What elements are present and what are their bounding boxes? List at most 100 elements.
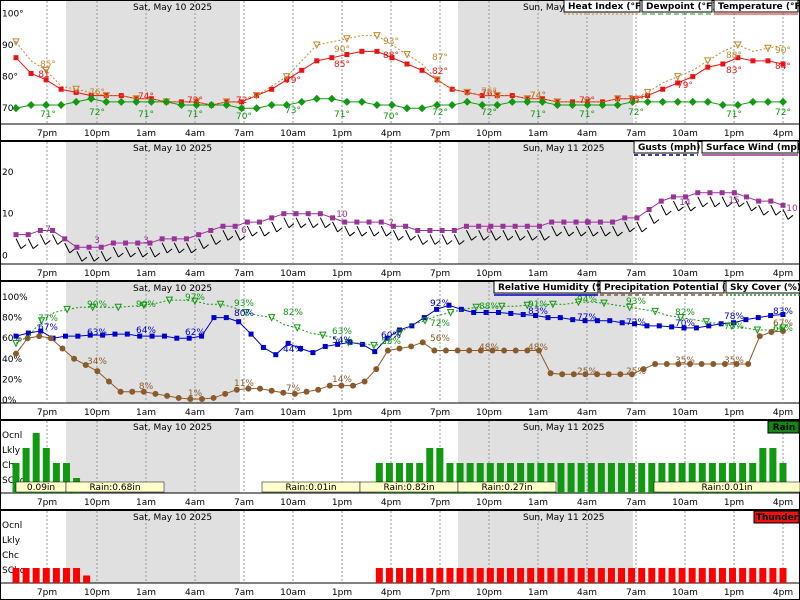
surface-wind-point [573, 219, 579, 225]
humidity-point [174, 335, 180, 341]
dewpoint-point [42, 101, 51, 110]
wind-barb [599, 225, 606, 237]
thunder-bar [769, 568, 777, 583]
temperature-point [404, 61, 410, 67]
humidity-value-label: 63% [87, 328, 107, 338]
precip-potential-point [187, 395, 194, 402]
surface-wind-point [390, 223, 396, 229]
sky-cover-value-label: 94% [577, 295, 597, 305]
x-tick-label: 4am [185, 588, 205, 598]
dewpoint-point [538, 97, 547, 106]
precip-potential-point [477, 347, 484, 354]
x-tick-label: 1am [136, 588, 156, 598]
precip-potential-point [431, 347, 438, 354]
dewpoint-point [12, 104, 20, 113]
dewpoint-point [117, 97, 126, 106]
series-line-2 [15, 98, 783, 109]
precip-potential-point [628, 371, 635, 378]
x-tick-label: 7am [234, 408, 254, 418]
x-tick-label: 1am [528, 129, 548, 139]
precip-potential-point [733, 360, 740, 367]
heat-index-value-label: 76° [89, 88, 105, 98]
dewpoint-point [372, 101, 381, 110]
dewpoint-point [72, 97, 81, 106]
precip-value-label: 8% [139, 382, 154, 392]
x-tick-label: 4am [577, 129, 597, 139]
wind-barb [592, 231, 599, 237]
surface-wind-point [439, 227, 445, 233]
precip-potential-point [198, 395, 205, 402]
thunder-bar [527, 568, 535, 583]
dewpoint-point [192, 101, 201, 110]
heat-index-point [222, 98, 231, 107]
sky-cover-value-label: 93% [234, 299, 254, 309]
x-tick-label: 4am [185, 269, 205, 279]
wind-barb [380, 225, 387, 237]
dewpoint-value-label: 71° [40, 110, 56, 120]
dewpoint-point [433, 101, 442, 110]
temperature-point [735, 55, 741, 61]
surface-wind-point [658, 198, 664, 204]
wind-value-label: 3 [94, 236, 100, 246]
x-tick-label: 7am [234, 588, 254, 598]
wind-barb [483, 235, 489, 241]
thunder-bar [476, 568, 484, 583]
wind-barb [441, 234, 448, 245]
surface-wind-point [683, 194, 689, 200]
sky-cover-point [267, 314, 276, 322]
y-tick-label: 10 [2, 210, 14, 220]
dewpoint-value-label: 70° [236, 112, 252, 122]
sky-cover-value-label: 82% [283, 308, 303, 318]
surface-wind-point [220, 223, 226, 229]
x-tick-label: 4pm [381, 588, 401, 598]
wind-barb [580, 231, 587, 237]
thunder-bar [567, 568, 575, 583]
temperature-point [43, 77, 49, 83]
temperature-point [28, 70, 34, 76]
wind-barb [337, 227, 343, 233]
wind-barb [544, 235, 550, 241]
humidity-point [372, 349, 378, 355]
dewpoint-value-label: 72° [432, 108, 448, 118]
precip-potential-point [326, 382, 333, 389]
wind-barb [344, 225, 351, 237]
temperature-point [374, 48, 380, 54]
x-tick-label: 7am [626, 588, 646, 598]
heat-index-point [493, 92, 502, 100]
rain-bar [628, 463, 636, 493]
rain-bar [52, 463, 60, 493]
y-tick-label: 0 [2, 252, 8, 262]
precip-potential-point [559, 371, 566, 378]
dewpoint-point [252, 104, 261, 113]
x-tick-label: 10am [280, 498, 306, 508]
humidity-point [248, 331, 254, 337]
y-tick-label: Lkly [2, 446, 21, 456]
temperature-point [314, 58, 320, 64]
precip-potential-point [361, 378, 368, 385]
sky-cover-point [676, 314, 685, 322]
x-tick-label: 10pm [84, 129, 110, 139]
wind-barb [246, 225, 253, 237]
thunder-bar [739, 568, 747, 583]
humidity-point [446, 302, 452, 308]
wind-barb [495, 235, 502, 241]
legend-label: Thunder [756, 513, 799, 523]
sky-cover-point [216, 300, 225, 309]
thunder-bar [537, 568, 545, 583]
rain-bar [749, 463, 757, 493]
x-tick-label: 10am [672, 588, 698, 598]
rain-bar [718, 463, 726, 493]
wind-barb [118, 252, 124, 258]
wind-barb [161, 242, 168, 254]
dewpoint-point [658, 97, 667, 106]
wind-barb [398, 235, 404, 241]
x-tick-label: 7am [626, 498, 646, 508]
x-tick-label: 7am [626, 129, 646, 139]
wind-barb [405, 230, 412, 241]
date-label: Sun, May 11 2025 [523, 423, 605, 433]
precip-potential-point [268, 387, 275, 394]
thunder-bar [547, 568, 555, 583]
sky-cover-value-label: 72% [430, 319, 450, 329]
date-label: Sat, May 10 2025 [133, 144, 212, 154]
precip-potential-point [164, 392, 171, 399]
